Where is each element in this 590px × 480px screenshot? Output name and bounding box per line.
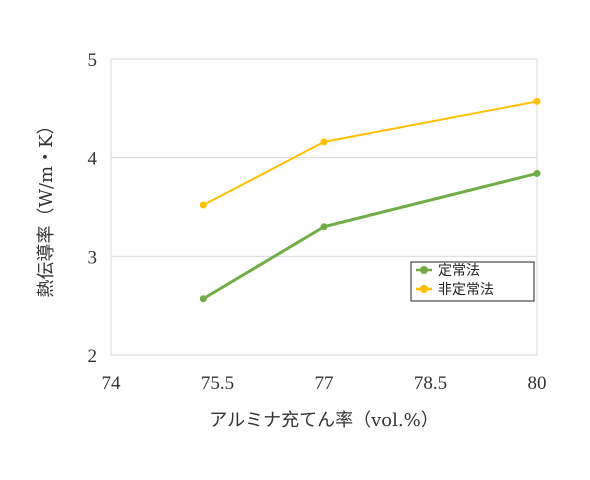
data-point-1: [199, 201, 207, 209]
data-point-1: [320, 138, 328, 146]
y-axis-ticks: 2 3 4 5: [88, 50, 98, 367]
data-point-1: [533, 97, 541, 105]
data-point-0: [199, 295, 207, 303]
legend-box: [410, 261, 535, 302]
legend-marker-unsteady: [420, 285, 428, 293]
x-axis-title: アルミナ充てん率（vol.%）: [209, 410, 438, 431]
x-tick-label: 75.5: [201, 373, 234, 394]
legend-marker-steady: [420, 266, 428, 274]
data-point-0: [533, 169, 541, 177]
gridlines: [111, 58, 537, 356]
y-tick-label: 5: [88, 50, 98, 71]
y-axis-title: 熱伝導率（W/m・K）: [36, 116, 57, 297]
legend: 定常法 非定常法: [410, 261, 535, 302]
legend-label-steady: 定常法: [438, 263, 480, 279]
x-axis-ticks: 74 75.5 77 78.5 80: [102, 373, 547, 394]
x-tick-label: 77: [315, 373, 334, 394]
legend-label-unsteady: 非定常法: [438, 282, 494, 298]
y-tick-label: 4: [88, 149, 98, 170]
y-tick-label: 3: [88, 247, 98, 268]
x-tick-label: 74: [102, 373, 122, 394]
plot-area: [110, 58, 538, 356]
x-tick-label: 80: [528, 373, 547, 394]
data-point-0: [320, 223, 328, 231]
series-layer: [199, 97, 541, 303]
x-tick-label: 78.5: [414, 373, 447, 394]
y-tick-label: 2: [88, 346, 98, 367]
